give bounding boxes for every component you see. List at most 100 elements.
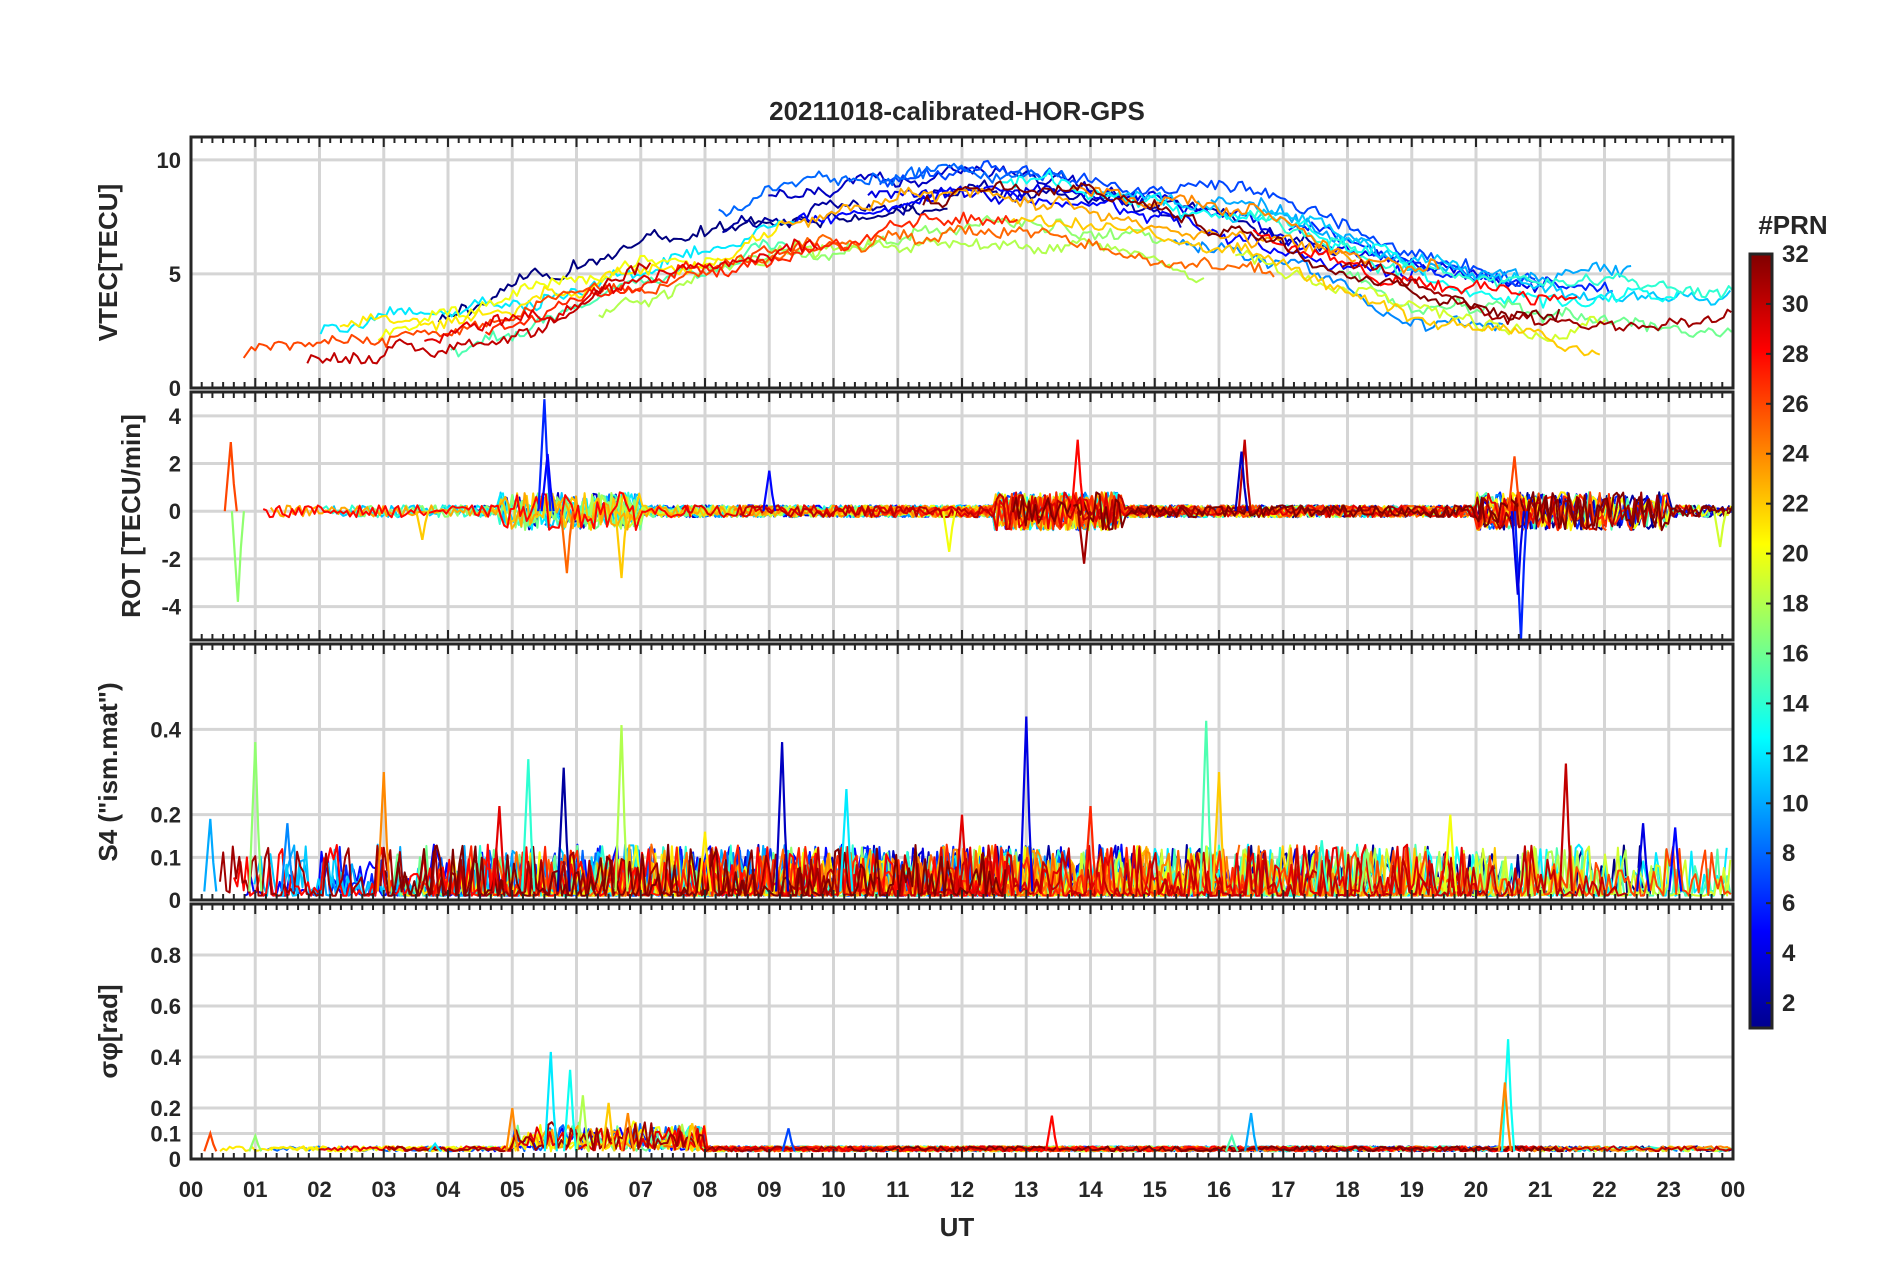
y-tick-label: 0.1 xyxy=(150,845,181,870)
prn-peak-line xyxy=(1507,456,1522,512)
y-tick-label: 0.8 xyxy=(150,943,181,968)
x-tick-label: 03 xyxy=(372,1177,396,1202)
rot-y-label: ROT [TECU/min] xyxy=(116,414,146,618)
x-tick-label: 21 xyxy=(1528,1177,1552,1202)
s4-panel: 0 0.1 0.2 0.4 S4 ("ism.mat") xyxy=(93,642,1735,913)
prn-peak-line xyxy=(521,759,536,892)
y-tick-label: 0.2 xyxy=(150,803,181,828)
prn-series-line xyxy=(437,203,948,323)
prn-peak-line xyxy=(280,823,295,892)
colorbar-tick-label: 12 xyxy=(1782,740,1809,767)
prn-peak-line xyxy=(1237,439,1252,512)
y-tick-label: 0 xyxy=(169,1147,181,1172)
y-tick-label: -4 xyxy=(161,595,181,620)
x-tick-label: 22 xyxy=(1592,1177,1616,1202)
prn-peak-line xyxy=(685,1123,700,1152)
prn-peak-line xyxy=(839,789,854,892)
s4-y-ticks: 0 0.1 0.2 0.4 xyxy=(150,717,181,913)
colorbar-tick-label: 4 xyxy=(1782,940,1796,967)
x-tick-label: 16 xyxy=(1207,1177,1231,1202)
colorbar-tick-label: 22 xyxy=(1782,491,1809,518)
vtec-grid xyxy=(191,137,1733,388)
y-tick-label: 5 xyxy=(169,262,181,287)
colorbar-tick-label: 6 xyxy=(1782,890,1795,917)
prn-peak-line xyxy=(781,1128,796,1152)
colorbar-tick-label: 32 xyxy=(1782,241,1809,268)
prn-peak-line xyxy=(556,767,571,892)
prn-peak-line xyxy=(1044,1115,1059,1152)
x-tick-label: 23 xyxy=(1657,1177,1681,1202)
prn-peak-line xyxy=(1510,511,1525,595)
prn-peak-line xyxy=(775,742,790,892)
vtec-panel: 0 5 10 VTEC[TECU] xyxy=(93,135,1735,401)
x-tick-label: 17 xyxy=(1271,1177,1295,1202)
x-tick-label: 12 xyxy=(950,1177,974,1202)
y-tick-label: 0.4 xyxy=(150,717,181,742)
colorbar-tick-label: 10 xyxy=(1782,790,1809,817)
prn-peak-line xyxy=(563,1069,578,1152)
prn-peak-line xyxy=(942,510,957,552)
prn-series-line xyxy=(219,844,835,897)
x-tick-label: 07 xyxy=(629,1177,653,1202)
prn-peak-line xyxy=(1199,720,1214,892)
vtec-series xyxy=(242,159,1734,365)
prn-peak-line xyxy=(1314,840,1329,892)
prn-peak-line xyxy=(1636,823,1651,892)
chart-title: 20211018-calibrated-HOR-GPS xyxy=(769,96,1145,126)
colorbar-tick-label: 30 xyxy=(1782,291,1809,318)
prn-series-line xyxy=(377,254,718,342)
x-tick-label: 14 xyxy=(1078,1177,1103,1202)
colorbar-tick-label: 8 xyxy=(1782,840,1795,867)
y-tick-label: 0 xyxy=(169,888,181,913)
prn-series-line xyxy=(262,491,692,531)
prn-series-line xyxy=(879,159,1536,287)
prn-peak-line xyxy=(575,1095,590,1152)
colorbar-tick-label: 28 xyxy=(1782,341,1809,368)
vtec-y-label: VTEC[TECU] xyxy=(93,184,123,341)
colorbar-title: #PRN xyxy=(1758,210,1827,240)
vtec-y-ticks: 0 5 10 xyxy=(157,148,181,401)
y-tick-label: 0.6 xyxy=(150,994,181,1019)
prn-series-line xyxy=(450,238,787,358)
vtec-frame xyxy=(189,135,1735,390)
prn-peak-line xyxy=(1497,1082,1512,1152)
x-tick-label: 11 xyxy=(886,1177,909,1202)
prn-series-line xyxy=(1011,491,1734,532)
y-tick-label: 4 xyxy=(169,404,182,429)
prn-peak-line xyxy=(1019,716,1034,892)
prn-peak-line xyxy=(376,771,391,892)
prn-peak-line xyxy=(1443,814,1458,892)
y-tick-label: 0.1 xyxy=(150,1122,181,1147)
x-tick-label: 18 xyxy=(1335,1177,1359,1202)
prn-series-line xyxy=(1252,229,1578,306)
sigma-phi-y-label: σφ[rad] xyxy=(93,984,123,1078)
x-tick-label: 05 xyxy=(500,1177,524,1202)
prn-series-line xyxy=(306,262,652,365)
prn-series-line xyxy=(1249,208,1734,300)
prn-series-line xyxy=(1341,258,1732,332)
prn-peak-line xyxy=(540,453,555,512)
y-tick-label: 0 xyxy=(169,376,181,401)
sigma-phi-series xyxy=(203,1039,1733,1153)
prn-peak-line xyxy=(1244,1112,1259,1152)
prn-series-line xyxy=(747,215,1165,262)
s4-y-label: S4 ("ism.mat") xyxy=(93,682,123,861)
prn-series-line xyxy=(1235,249,1607,342)
x-tick-label: 10 xyxy=(821,1177,845,1202)
s4-series xyxy=(203,716,1732,897)
x-tick-label: 00 xyxy=(179,1177,203,1202)
sigma-phi-y-ticks: 00.10.2 0.4 0.6 0.8 xyxy=(150,943,181,1172)
prn-series-line xyxy=(384,843,1007,897)
prn-peak-line xyxy=(1224,1132,1239,1152)
prn-series-line xyxy=(1101,190,1732,306)
colorbar-tick-label: 26 xyxy=(1782,391,1809,418)
prn-peak-line xyxy=(1070,439,1085,512)
y-tick-label: 0 xyxy=(169,499,181,524)
rot-panel: -4 -2 0 2 4 ROT [TECU/min] xyxy=(116,390,1735,642)
prn-series-line xyxy=(739,493,1197,531)
rot-series xyxy=(223,399,1734,641)
prn-peak-line xyxy=(505,1107,520,1152)
